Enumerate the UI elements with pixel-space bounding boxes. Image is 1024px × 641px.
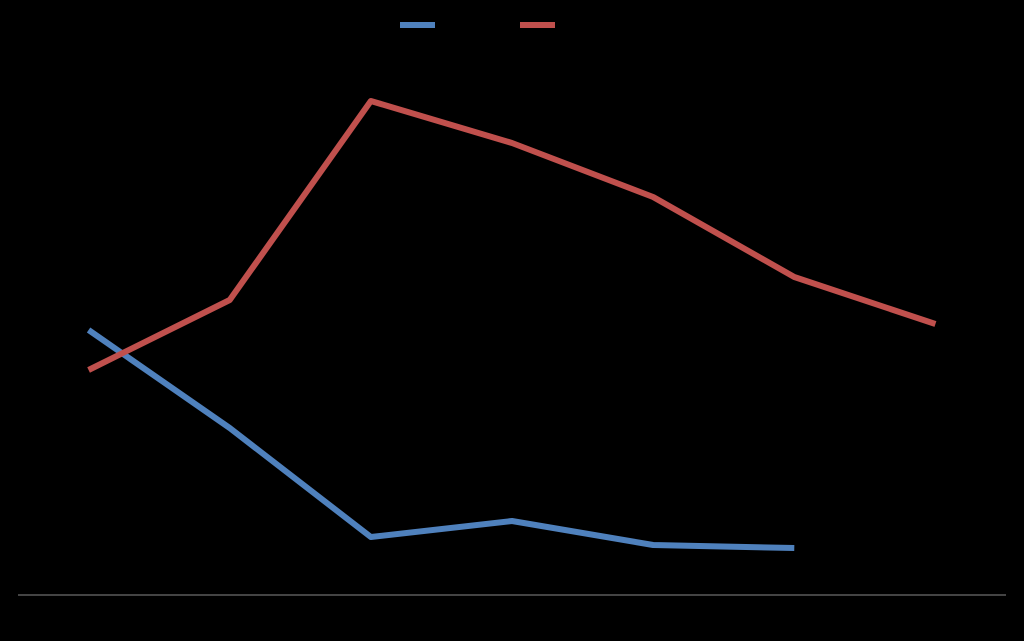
series-line bbox=[87, 98, 937, 373]
series-line bbox=[86, 327, 795, 551]
